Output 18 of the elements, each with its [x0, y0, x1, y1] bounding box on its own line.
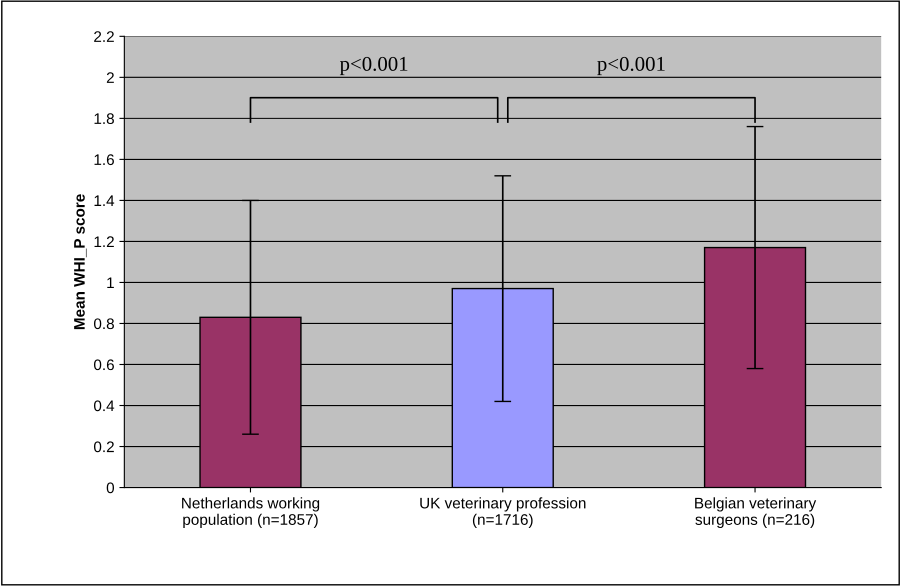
- annotation: p<0.001: [340, 56, 408, 76]
- y-tick-label: 1.4: [94, 195, 114, 206]
- x-tick-label: Belgian veterinary surgeons (n=216): [695, 497, 816, 528]
- x-tick-label: UK veterinary profession (n=1716): [420, 497, 586, 528]
- y-tick-label: 1.6: [94, 154, 114, 166]
- annotation: p<0.001: [597, 56, 665, 76]
- y-tick-label: 1: [107, 277, 114, 288]
- y-tick-label: 1.2: [94, 236, 114, 247]
- y-axis-title: Mean WHI_P score: [74, 194, 87, 330]
- y-tick-label: 0.4: [94, 400, 114, 412]
- y-tick-label: 0.6: [94, 359, 114, 370]
- x-tick-label: Netherlands working population (n=1857): [182, 497, 320, 528]
- y-tick-label: 1.8: [94, 113, 114, 124]
- y-tick-label: 2.2: [94, 31, 114, 42]
- y-tick-label: 0: [106, 482, 114, 494]
- y-tick-label: 0.8: [94, 318, 114, 330]
- y-tick-label: 0.2: [94, 441, 114, 452]
- y-tick-label: 2: [106, 72, 114, 83]
